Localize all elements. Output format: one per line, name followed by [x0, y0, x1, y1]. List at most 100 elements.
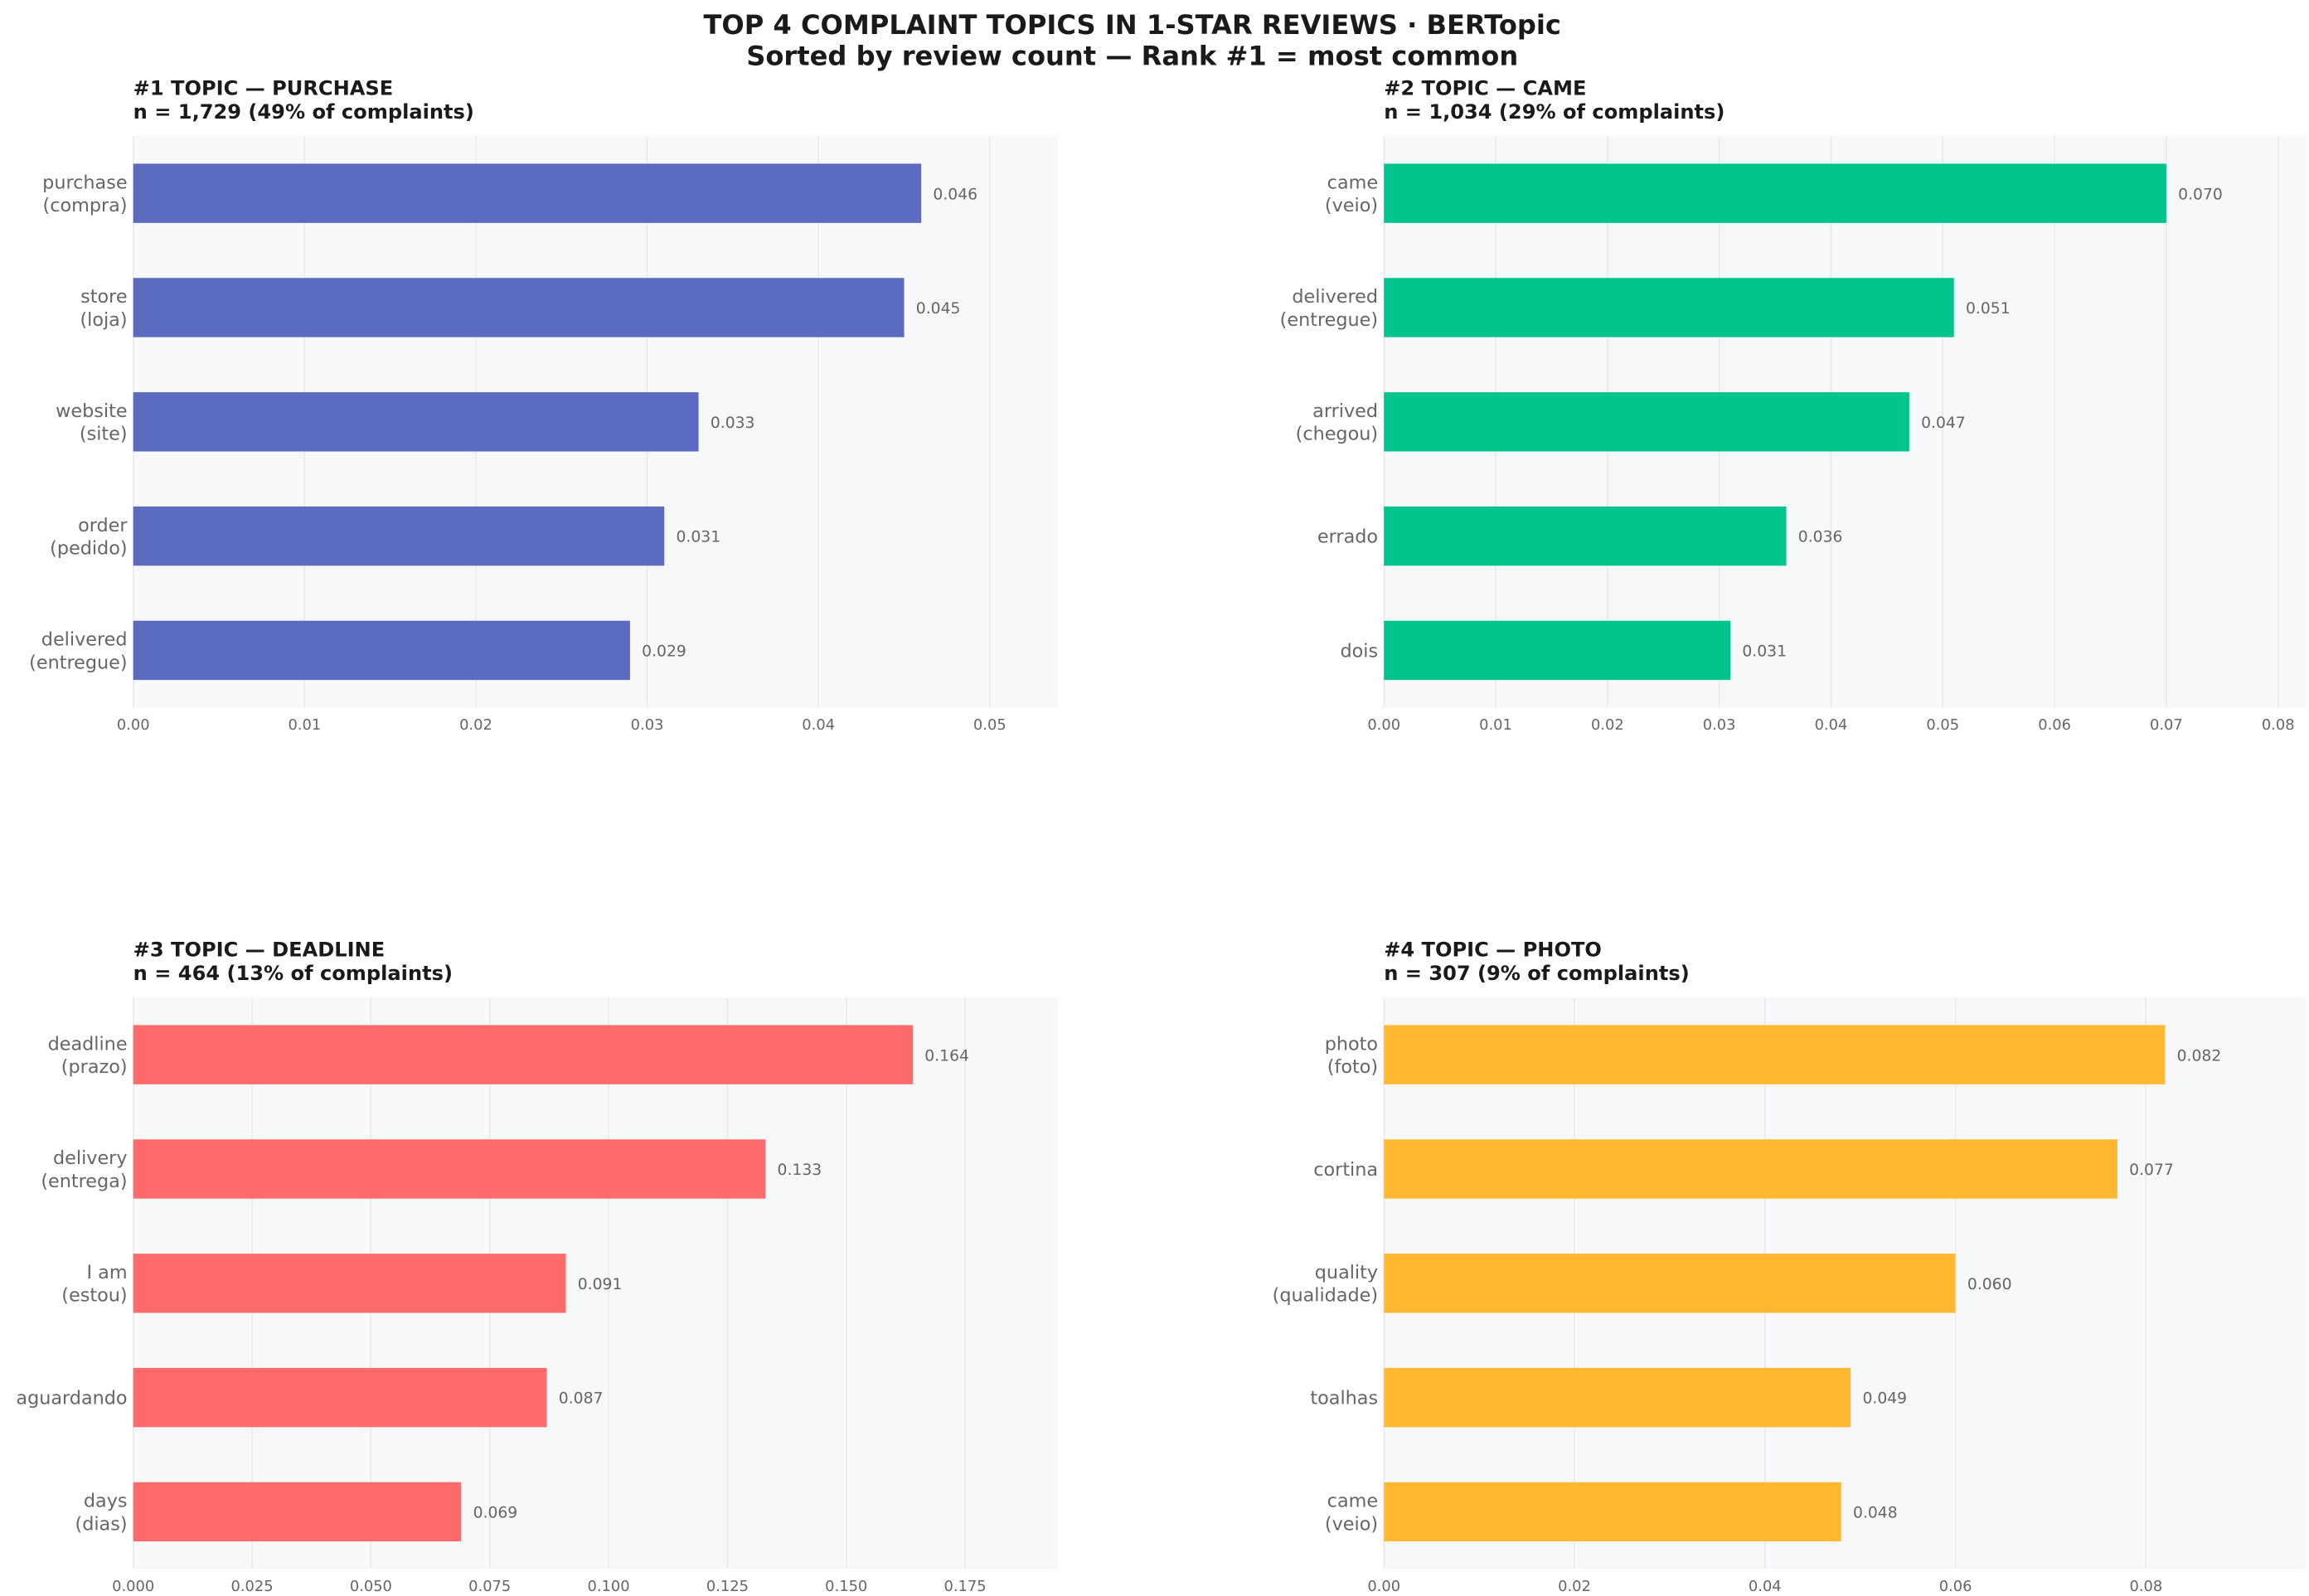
y-tick-label-line: dois — [1340, 640, 1378, 662]
bar — [133, 1482, 462, 1542]
y-tick-label: order (pedido) — [50, 515, 128, 560]
x-tick-label: 0.06 — [1939, 1578, 1972, 1595]
y-tick-label: toalhas — [1310, 1388, 1378, 1409]
panel-subtitle: n = 1,034 (29% of complaints) — [1384, 100, 1724, 124]
y-tick-label-line: aguardando — [16, 1388, 127, 1409]
data-label: 0.077 — [2129, 1162, 2174, 1179]
y-tick-label: aguardando — [16, 1388, 127, 1409]
data-label: 0.046 — [933, 186, 977, 203]
bar — [1384, 1025, 2166, 1084]
bar — [133, 1254, 566, 1313]
data-label: 0.049 — [1862, 1390, 1907, 1408]
bar — [133, 278, 905, 337]
suptitle-line2: Sorted by review count — Rank #1 = most … — [746, 41, 1518, 72]
data-label: 0.082 — [2177, 1047, 2222, 1065]
data-label: 0.047 — [1921, 415, 1966, 432]
y-tick-label-line: days — [84, 1491, 128, 1512]
y-tick-label-line: (compra) — [43, 195, 128, 216]
y-tick-label-line: (dias) — [75, 1513, 128, 1535]
data-label: 0.029 — [642, 643, 686, 661]
x-tick-label: 0.06 — [2038, 716, 2071, 734]
bar — [133, 1025, 914, 1084]
data-label: 0.091 — [578, 1276, 623, 1293]
y-tick-label-line: toalhas — [1310, 1388, 1378, 1409]
bar — [1384, 506, 1787, 566]
panel-title: #2 TOPIC — CAME — [1384, 76, 1586, 99]
x-tick-label: 0.00 — [117, 716, 150, 734]
y-tick-label: delivery (entrega) — [41, 1147, 127, 1192]
y-tick-label-line: (veio) — [1325, 195, 1378, 216]
y-tick-label-line: errado — [1317, 526, 1378, 548]
data-label: 0.031 — [677, 529, 721, 546]
x-tick-label: 0.02 — [459, 716, 492, 734]
y-tick-label: days (dias) — [75, 1491, 128, 1535]
y-tick-label-line: store — [80, 286, 127, 308]
x-tick-label: 0.08 — [2262, 716, 2295, 734]
data-label: 0.033 — [711, 415, 755, 432]
data-label: 0.051 — [1966, 300, 2011, 318]
y-tick-label-line: deadline — [48, 1033, 128, 1055]
panel-subtitle: n = 464 (13% of complaints) — [133, 962, 453, 985]
bar — [1384, 1482, 1841, 1542]
y-tick-label-line: (estou) — [61, 1285, 127, 1307]
x-tick-label: 0.100 — [588, 1578, 630, 1595]
x-tick-label: 0.00 — [1367, 716, 1400, 734]
bar — [133, 506, 665, 566]
x-tick-label: 0.08 — [2130, 1578, 2163, 1595]
y-tick-label-line: delivered — [1292, 286, 1378, 308]
bar — [1384, 620, 1731, 681]
y-tick-label: website (site) — [56, 400, 127, 445]
y-tick-label-line: photo — [1325, 1033, 1378, 1055]
y-tick-label-line: (chegou) — [1296, 424, 1378, 445]
x-tick-label: 0.050 — [350, 1578, 392, 1595]
x-tick-label: 0.01 — [288, 716, 321, 734]
x-tick-label: 0.075 — [468, 1578, 511, 1595]
y-tick-label-line: (qualidade) — [1273, 1285, 1378, 1307]
y-tick-label: errado — [1317, 526, 1378, 548]
y-tick-label: delivered (entregue) — [1280, 286, 1378, 331]
y-tick-label: deadline (prazo) — [48, 1033, 128, 1078]
y-tick-label: came (veio) — [1325, 1491, 1378, 1535]
y-tick-label: arrived (chegou) — [1296, 400, 1378, 445]
y-tick-label-line: order — [78, 515, 128, 536]
bar — [133, 392, 699, 452]
y-tick-label-line: quality — [1315, 1262, 1378, 1283]
bar — [133, 163, 922, 223]
data-label: 0.045 — [916, 300, 961, 318]
data-label: 0.133 — [778, 1162, 822, 1179]
y-tick-label-line: (site) — [80, 424, 128, 445]
y-tick-label: purchase (compra) — [42, 172, 127, 216]
y-tick-label-line: delivered — [41, 629, 128, 651]
x-tick-label: 0.04 — [802, 716, 835, 734]
y-tick-label: delivered (entregue) — [29, 629, 127, 674]
y-tick-label-line: (foto) — [1327, 1056, 1378, 1078]
x-tick-label: 0.05 — [973, 716, 1007, 734]
y-tick-label-line: (loja) — [80, 309, 127, 331]
x-tick-label: 0.00 — [1367, 1578, 1400, 1595]
y-tick-label: quality (qualidade) — [1273, 1262, 1378, 1307]
y-tick-label-line: (pedido) — [50, 537, 127, 559]
panel-title: #3 TOPIC — DEADLINE — [133, 938, 385, 961]
bar — [1384, 1139, 2117, 1199]
data-label: 0.031 — [1742, 643, 1787, 661]
bar — [1384, 1254, 1956, 1313]
y-tick-label-line: (entregue) — [1280, 309, 1378, 331]
panel-title: #4 TOPIC — PHOTO — [1384, 938, 1602, 961]
x-tick-label: 0.03 — [631, 716, 664, 734]
y-tick-label: I am (estou) — [61, 1262, 127, 1307]
panel-subtitle: n = 307 (9% of complaints) — [1384, 962, 1690, 985]
x-tick-label: 0.07 — [2150, 716, 2183, 734]
data-label: 0.048 — [1853, 1505, 1898, 1522]
x-tick-label: 0.04 — [1749, 1578, 1782, 1595]
y-tick-label: dois — [1340, 640, 1378, 662]
x-tick-label: 0.04 — [1815, 716, 1848, 734]
x-tick-label: 0.025 — [230, 1578, 273, 1595]
x-tick-label: 0.01 — [1479, 716, 1512, 734]
x-tick-label: 0.175 — [944, 1578, 987, 1595]
data-label: 0.060 — [1967, 1276, 2012, 1293]
